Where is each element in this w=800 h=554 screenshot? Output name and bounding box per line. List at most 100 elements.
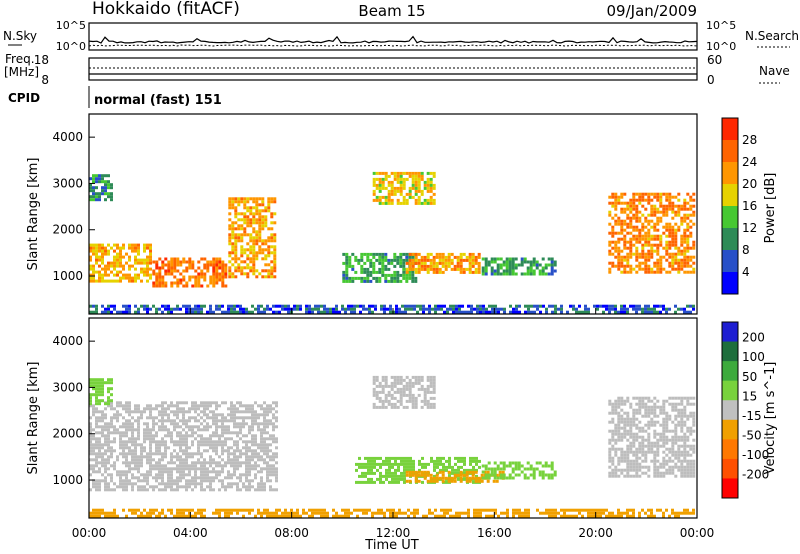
- velocity-cell: [402, 387, 406, 391]
- velocity-cell: [426, 402, 430, 406]
- power-cell: [95, 246, 98, 250]
- velocity-cell: [668, 447, 672, 451]
- velocity-cell: [116, 428, 119, 432]
- velocity-cell: [376, 462, 379, 466]
- velocity-cell: [233, 458, 236, 462]
- power-cell: [263, 307, 266, 311]
- power-cell: [384, 264, 388, 268]
- velocity-cell: [227, 485, 230, 489]
- velocity-cell: [554, 508, 557, 512]
- velocity-cell: [506, 508, 509, 512]
- power-cell: [629, 249, 633, 253]
- velocity-cell: [614, 465, 618, 469]
- velocity-cell: [550, 473, 554, 477]
- velocity-cell: [113, 511, 116, 515]
- power-cell: [473, 307, 476, 311]
- velocity-cell: [641, 444, 645, 448]
- power-cell: [326, 307, 329, 311]
- velocity-cell: [221, 440, 224, 444]
- power-cell: [665, 249, 669, 253]
- velocity-cell: [257, 511, 260, 515]
- power-cell: [98, 195, 101, 199]
- power-cell: [228, 242, 232, 246]
- power-cell: [149, 243, 152, 247]
- velocity-cell: [515, 511, 518, 515]
- power-cell: [668, 222, 672, 226]
- velocity-cell: [176, 464, 179, 468]
- velocity-cell: [140, 514, 143, 518]
- velocity-cell: [440, 508, 443, 512]
- power-cell: [251, 310, 254, 314]
- velocity-cell: [248, 410, 251, 414]
- power-cell: [417, 183, 421, 187]
- power-cell: [413, 307, 416, 311]
- velocity-cell: [674, 465, 678, 469]
- power-cell: [243, 230, 247, 234]
- velocity-cell: [128, 440, 131, 444]
- velocity-cell: [164, 488, 167, 492]
- velocity-cell: [626, 468, 630, 472]
- power-cell: [638, 201, 642, 205]
- power-cell: [508, 260, 512, 264]
- power-cell: [287, 304, 290, 308]
- power-cell: [137, 276, 140, 280]
- power-cell: [553, 260, 557, 264]
- power-cell: [491, 307, 494, 311]
- velocity-cell: [188, 407, 191, 411]
- power-cell: [692, 210, 696, 214]
- power-cell: [411, 171, 415, 175]
- velocity-cell: [632, 420, 636, 424]
- power-cell: [689, 246, 693, 250]
- velocity-cell: [245, 416, 248, 420]
- velocity-cell: [656, 405, 660, 409]
- power-cell: [255, 221, 259, 225]
- velocity-cell: [254, 455, 257, 459]
- power-cell: [101, 177, 104, 181]
- velocity-cell: [173, 443, 176, 447]
- power-cell: [429, 261, 433, 265]
- velocity-cell: [474, 479, 478, 483]
- power-cell: [240, 224, 244, 228]
- velocity-cell: [611, 459, 615, 463]
- velocity-cell: [152, 425, 155, 429]
- velocity-cell: [635, 396, 639, 400]
- velocity-cell: [227, 452, 230, 456]
- power-cell: [641, 255, 645, 259]
- power-cell: [638, 255, 642, 259]
- power-cell: [368, 304, 371, 308]
- power-cell: [194, 269, 198, 273]
- power-cell: [529, 266, 533, 270]
- power-cell: [508, 263, 512, 267]
- velocity-cell: [119, 404, 122, 408]
- velocity-cell: [257, 416, 260, 420]
- power-cell: [95, 243, 98, 247]
- power-cell: [228, 218, 232, 222]
- velocity-cell: [385, 471, 388, 475]
- velocity-cell: [683, 405, 687, 409]
- velocity-cell: [188, 511, 191, 515]
- power-cell: [116, 258, 119, 262]
- power-cell: [432, 201, 436, 205]
- velocity-cell: [545, 508, 548, 512]
- power-cell: [644, 243, 648, 247]
- power-cell: [95, 304, 98, 308]
- power-cell: [611, 201, 615, 205]
- velocity-cell: [608, 511, 611, 515]
- velocity-cell: [194, 407, 197, 411]
- velocity-cell: [137, 514, 140, 518]
- velocity-cell: [104, 485, 107, 489]
- velocity-cell: [218, 443, 221, 447]
- power-cell: [158, 266, 162, 270]
- power-cell: [137, 307, 140, 311]
- velocity-cell: [197, 407, 200, 411]
- velocity-cell: [245, 455, 248, 459]
- velocity-cell: [650, 441, 654, 445]
- power-cell: [572, 307, 575, 311]
- power-cell: [182, 304, 185, 308]
- power-cell: [414, 192, 418, 196]
- velocity-cell: [95, 390, 98, 394]
- velocity-cell: [242, 425, 245, 429]
- power-cell: [98, 174, 101, 178]
- power-cell: [569, 304, 572, 308]
- power-cell: [261, 221, 265, 225]
